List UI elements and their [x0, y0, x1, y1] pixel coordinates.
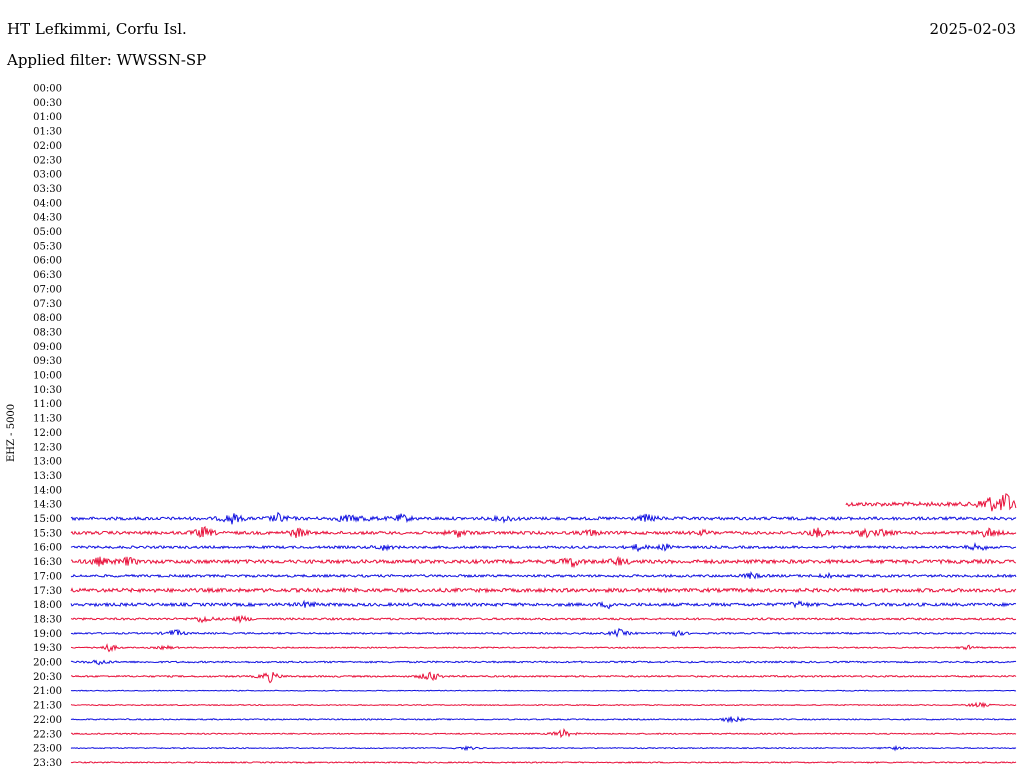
seismic-traces	[70, 493, 1017, 764]
tick-label-1600: 16:00	[33, 543, 62, 554]
tick-label-0130: 01:30	[33, 127, 62, 138]
tick-label-0230: 02:30	[33, 155, 62, 166]
trace-2200	[70, 715, 1017, 724]
trace-1600	[70, 541, 1017, 553]
tick-label-1530: 15:30	[33, 528, 62, 539]
tick-label-1700: 17:00	[33, 571, 62, 582]
tick-label-1430: 14:30	[33, 500, 62, 511]
tick-label-1230: 12:30	[33, 442, 62, 453]
tick-label-0630: 06:30	[33, 270, 62, 281]
tick-label-1000: 10:00	[33, 371, 62, 382]
trace-1500	[70, 511, 1017, 525]
tick-label-1300: 13:00	[33, 457, 62, 468]
tick-label-2330: 23:30	[33, 758, 62, 769]
tick-label-0800: 08:00	[33, 313, 62, 324]
tick-label-0430: 04:30	[33, 213, 62, 224]
tick-label-1400: 14:00	[33, 485, 62, 496]
time-tick-labels: 00:00 00:30 01:00 01:30 02:00 02:30 03:00 03:30…	[33, 84, 62, 769]
tick-label-2000: 20:00	[33, 658, 62, 669]
trace-1430	[845, 493, 1017, 512]
tick-label-2030: 20:30	[33, 672, 62, 683]
trace-2100	[70, 689, 1017, 692]
tick-label-0900: 09:00	[33, 342, 62, 353]
tick-label-1130: 11:30	[33, 414, 62, 425]
tick-label-0830: 08:30	[33, 327, 62, 338]
tick-label-2300: 23:00	[33, 744, 62, 755]
tick-label-0200: 02:00	[33, 141, 62, 152]
tick-label-1200: 12:00	[33, 428, 62, 439]
trace-2330	[70, 761, 1017, 764]
trace-1830	[70, 614, 1017, 624]
tick-label-1730: 17:30	[33, 586, 62, 597]
trace-1800	[70, 599, 1017, 610]
tick-label-0930: 09:30	[33, 356, 62, 367]
tick-label-0700: 07:00	[33, 284, 62, 295]
filter-label: Applied filter: WWSSN-SP	[7, 51, 207, 69]
tick-label-0730: 07:30	[33, 299, 62, 310]
trace-2300	[70, 744, 1017, 752]
tick-label-0000: 00:00	[33, 84, 62, 95]
trace-2030	[70, 671, 1017, 684]
tick-label-0600: 06:00	[33, 256, 62, 267]
tick-label-2200: 22:00	[33, 715, 62, 726]
tick-label-2230: 22:30	[33, 729, 62, 740]
tick-label-1800: 18:00	[33, 600, 62, 611]
tick-label-0030: 00:30	[33, 98, 62, 109]
trace-2130	[70, 701, 1017, 709]
tick-label-1930: 19:30	[33, 643, 62, 654]
tick-label-0300: 03:00	[33, 170, 62, 181]
tick-label-0400: 04:00	[33, 198, 62, 209]
trace-1630	[71, 555, 1017, 569]
tick-label-0100: 01:00	[33, 112, 62, 123]
tick-label-2130: 21:30	[33, 701, 62, 712]
tick-label-1500: 15:00	[33, 514, 62, 525]
trace-1730	[70, 586, 1017, 594]
tick-label-0330: 03:30	[33, 184, 62, 195]
tick-label-1100: 11:00	[33, 399, 62, 410]
tick-label-1630: 16:30	[33, 557, 62, 568]
tick-label-2100: 21:00	[33, 686, 62, 697]
trace-1530	[70, 525, 1017, 539]
trace-1700	[70, 571, 1017, 580]
tick-label-1030: 10:30	[33, 385, 62, 396]
tick-label-1830: 18:30	[33, 614, 62, 625]
tick-label-1900: 19:00	[33, 629, 62, 640]
tick-label-0500: 05:00	[33, 227, 62, 238]
trace-2230	[71, 728, 1017, 739]
tick-label-1330: 13:30	[33, 471, 62, 482]
date-label: 2025-02-03	[929, 20, 1016, 38]
station-title: HT Lefkimmi, Corfu Isl.	[7, 20, 187, 38]
trace-2000	[70, 659, 1017, 666]
tick-label-0530: 05:30	[33, 241, 62, 252]
trace-1900	[70, 627, 1017, 638]
trace-1930	[70, 643, 1017, 653]
